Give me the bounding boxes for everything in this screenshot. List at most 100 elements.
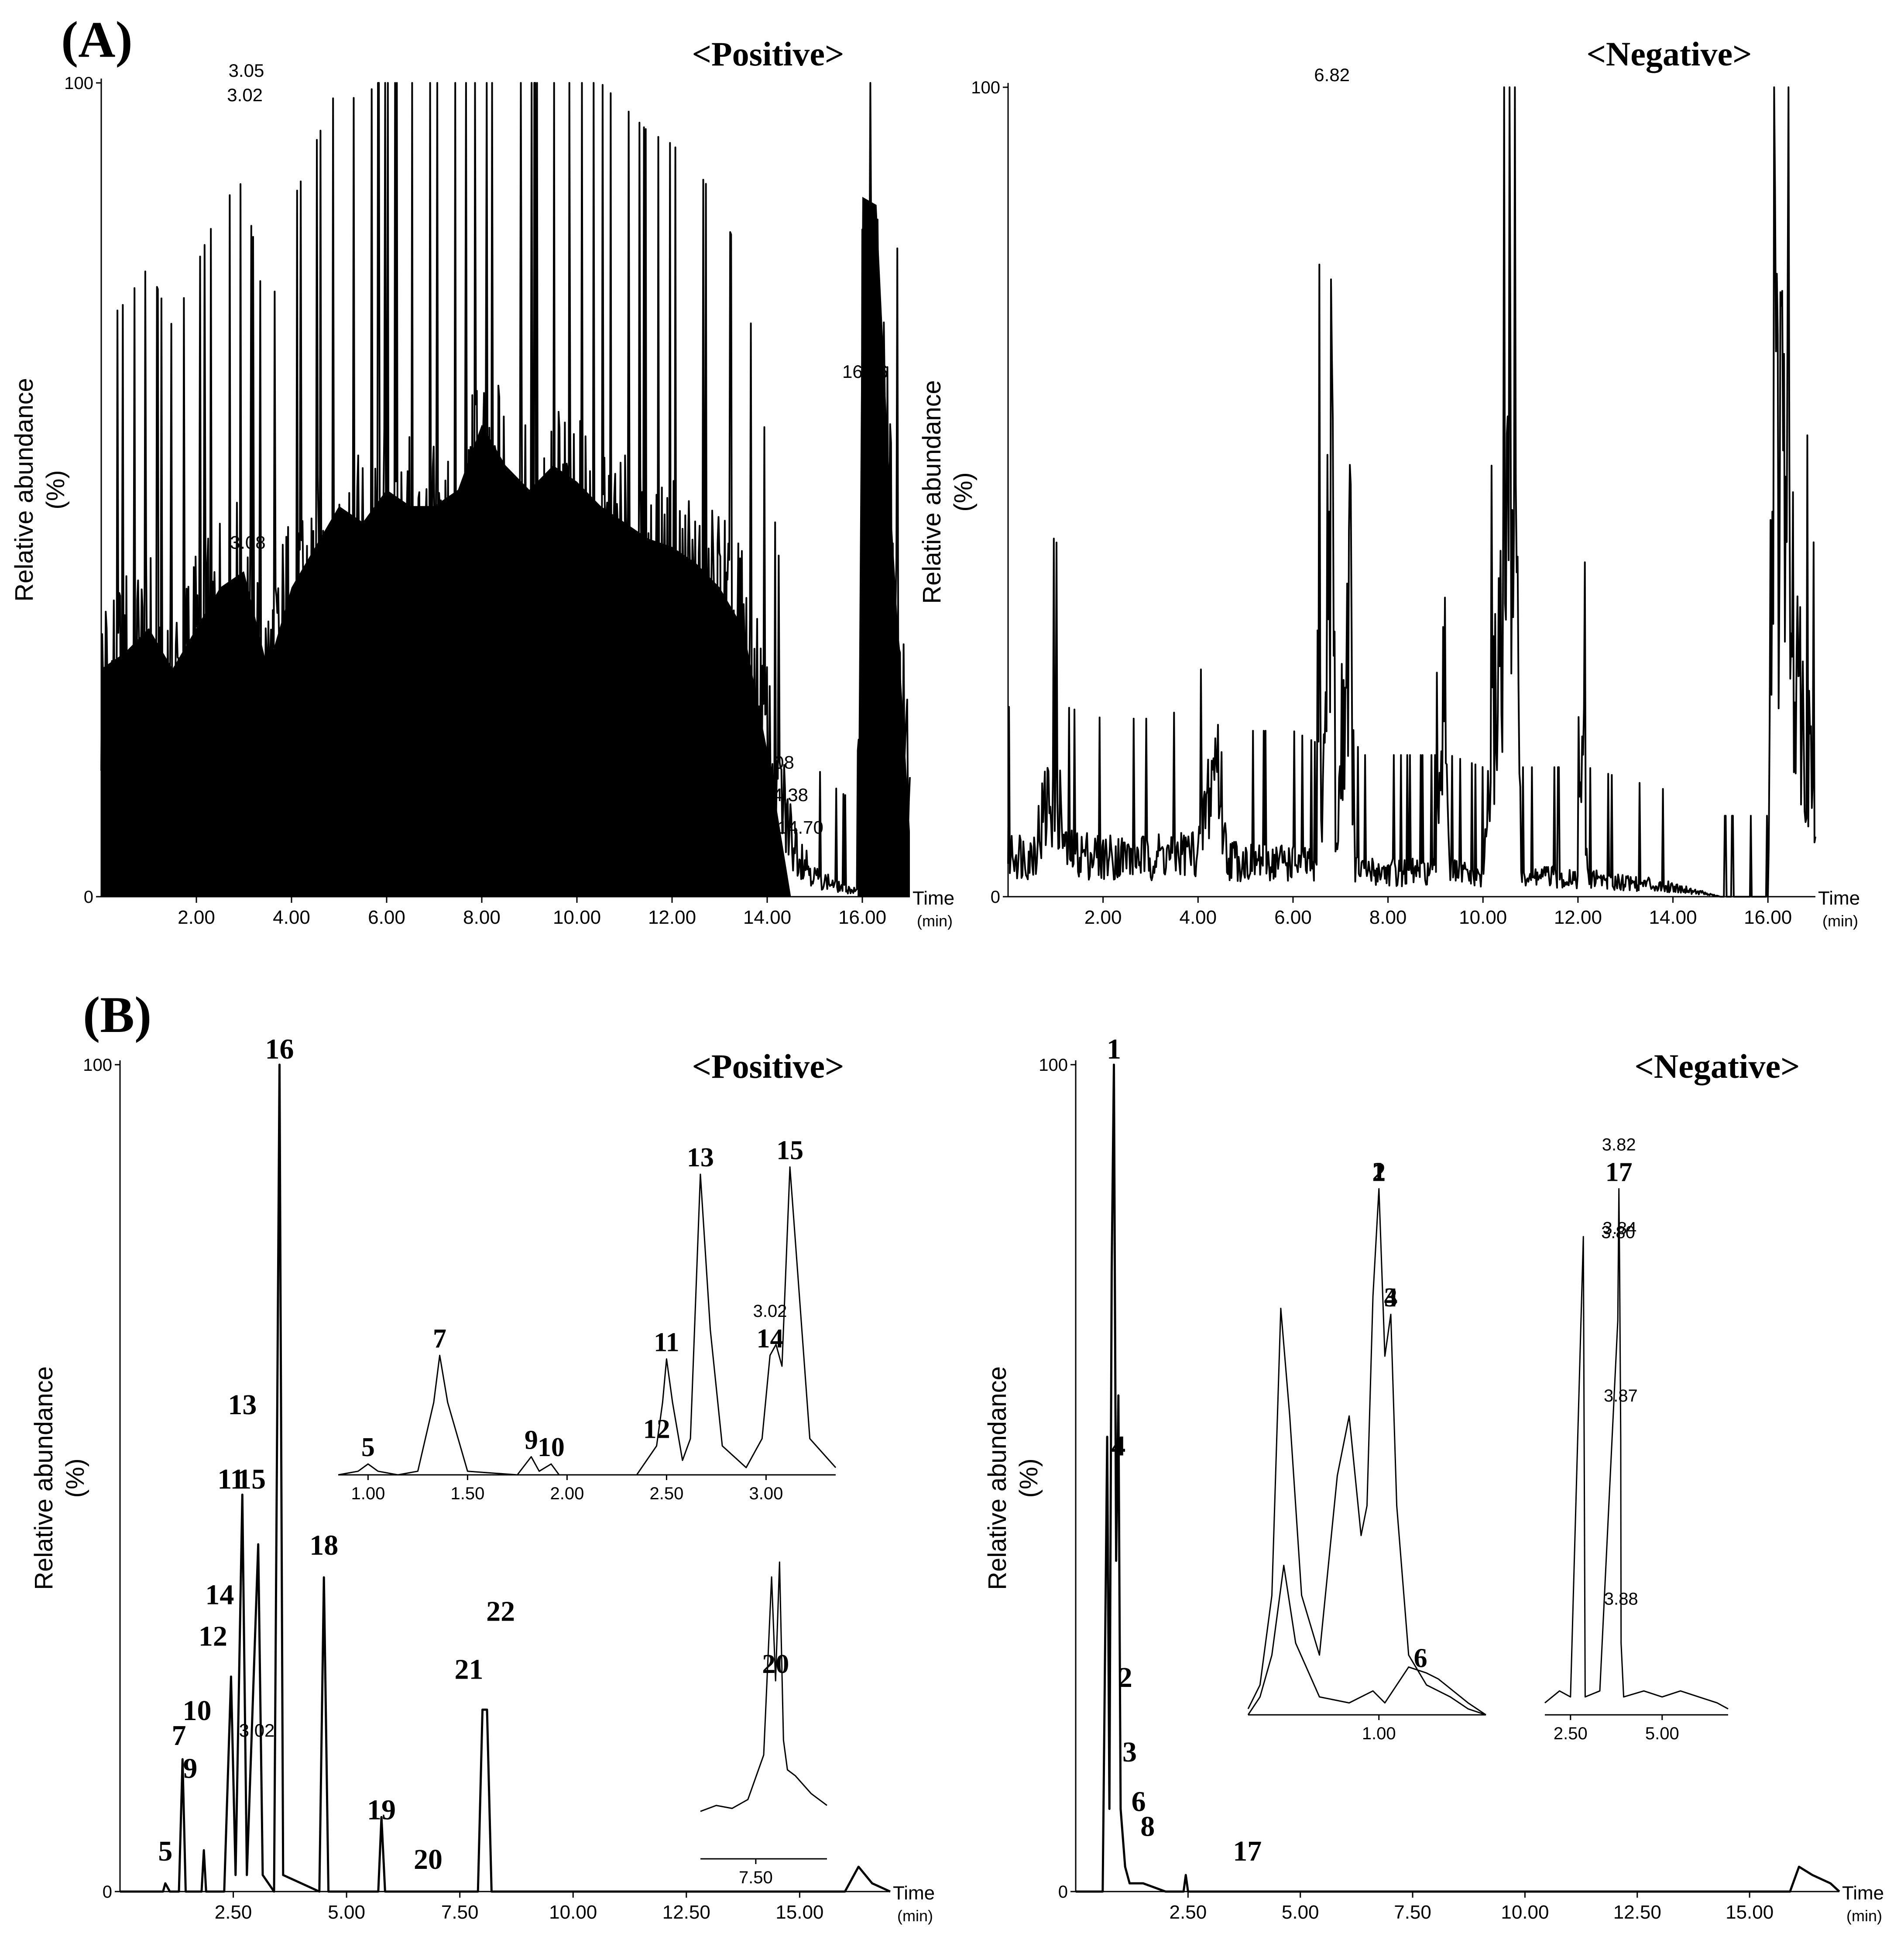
ionization-mode-label: <Positive> — [692, 35, 844, 73]
peak-label: 22 — [486, 1596, 515, 1628]
inset-peak-label: 17 — [1606, 1157, 1633, 1187]
x-tick-label: 10.00 — [553, 907, 601, 928]
inset-peak-label: 2 — [1372, 1157, 1386, 1187]
inset-peak-label: 6 — [1414, 1644, 1427, 1673]
series-line — [1007, 86, 1816, 898]
inset-peak-label: 20 — [762, 1649, 789, 1679]
x-tick-label: 6.00 — [368, 907, 405, 928]
x-tick-label: 2.50 — [1170, 1902, 1207, 1923]
y-tick-label: 0 — [84, 888, 93, 907]
inset-peak-label: 4 — [1384, 1283, 1398, 1313]
x-axis-title: Time — [1818, 888, 1860, 909]
x-tick-label: 8.00 — [463, 907, 501, 928]
x-tick-label: 16.00 — [838, 907, 886, 928]
inset-series-line — [1247, 1188, 1486, 1716]
peak-label: 3.02 — [227, 85, 263, 105]
inset-x-tick-label: 1.00 — [351, 1484, 385, 1503]
peak-label: .08 — [769, 752, 794, 772]
x-tick-label: 14.00 — [743, 907, 791, 928]
x-tick-label: 16.00 — [1744, 907, 1792, 928]
x-axis-unit: (min) — [1846, 1907, 1882, 1925]
peak-label: 21 — [454, 1653, 483, 1685]
inset-series-line — [1247, 1565, 1486, 1716]
x-axis-unit: (min) — [897, 1907, 933, 1925]
panel-a-label: (A) — [61, 11, 133, 68]
ionization-mode-label: <Negative> — [1586, 35, 1752, 73]
x-tick-label: 10.00 — [549, 1902, 597, 1923]
panel-b-label: (B) — [83, 986, 151, 1043]
x-tick-label: 2.00 — [1084, 907, 1122, 928]
x-tick-label: 2.50 — [215, 1902, 252, 1923]
inset-x-tick-label: 3.00 — [749, 1484, 783, 1503]
inset-peak-label: 3.80 — [1601, 1223, 1635, 1242]
x-tick-label: 4.00 — [1179, 907, 1217, 928]
x-tick-label: 5.00 — [328, 1902, 365, 1923]
x-tick-label: 4.00 — [273, 907, 310, 928]
inset-peak-label: 13 — [687, 1143, 714, 1172]
x-tick-label: 15.00 — [1726, 1902, 1774, 1923]
peak-label: 6.82 — [1314, 65, 1350, 85]
inset-series-line — [1544, 1188, 1729, 1710]
inset-peak-label: 5 — [361, 1433, 375, 1462]
y-tick-label: 0 — [991, 888, 1000, 907]
peak-label: 6 — [1132, 1786, 1146, 1817]
x-tick-label: 12.00 — [648, 907, 696, 928]
peak-label: 5 — [158, 1835, 172, 1867]
inset-peak-label: 15 — [776, 1136, 803, 1165]
y-axis-unit: (%) — [949, 472, 978, 511]
inset-x-tick-label: 7.50 — [739, 1868, 773, 1887]
inset-inset1: 1.00 1 4 2 3 6 — [1247, 1157, 1486, 1743]
y-tick-label: 100 — [1039, 1056, 1068, 1075]
x-tick-label: 12.50 — [662, 1902, 710, 1923]
inset-peak-label: 3.02 — [753, 1302, 787, 1321]
x-tick-label: 10.00 — [1459, 907, 1507, 928]
inset-inset1: 1.00 1.50 2.00 2.50 3.00 5 7 9 10 12 11 13 14 3.02 15 — [338, 1136, 837, 1503]
peak-label: 20 — [414, 1844, 443, 1875]
x-tick-label: 10.00 — [1501, 1902, 1549, 1923]
inset-peak-label: 14 — [757, 1324, 784, 1354]
peak-label: 15 — [237, 1463, 266, 1495]
chart-b-positive: 0 100 2.50 5.00 7.50 10.00 12.50 15.00 Time (min)… — [30, 1033, 935, 1925]
inset-x-tick-label: 2.50 — [649, 1484, 683, 1503]
peak-label: 8 — [1140, 1810, 1155, 1842]
inset-series-line — [700, 1561, 827, 1812]
peak-label: 14 — [205, 1579, 234, 1611]
y-axis-title: Relative abundance — [10, 378, 38, 602]
inset-x-tick-label: 5.00 — [1645, 1724, 1679, 1743]
peak-label: 9 — [183, 1753, 197, 1785]
inset-peak-label: 3 — [1384, 1283, 1398, 1313]
y-tick-label: 0 — [103, 1882, 112, 1902]
inset-peak-label: 7 — [433, 1324, 446, 1354]
inset-x-tick-label: 1.50 — [450, 1484, 484, 1503]
peak-label: 14.38 — [762, 785, 808, 805]
chart-a-negative: 0 100 2.00 4.00 6.00 8.00 10.00 12.00 14.00 16.00… — [918, 35, 1860, 930]
y-axis-unit: (%) — [61, 1458, 89, 1498]
x-tick-label: 15.00 — [775, 1902, 823, 1923]
inset-peak-label: 3.88 — [1604, 1590, 1638, 1609]
peak-label: 2 — [1118, 1662, 1132, 1693]
peak-label: 11 — [217, 1463, 244, 1495]
peak-label: 3.05 — [229, 60, 264, 81]
x-axis-title: Time — [913, 888, 954, 909]
x-tick-label: 2.00 — [178, 907, 215, 928]
inset-x-tick-label: 2.50 — [1554, 1724, 1588, 1743]
y-axis-unit: (%) — [1015, 1458, 1043, 1498]
inset-x-tick-label: 1.00 — [1362, 1724, 1396, 1743]
ionization-mode-label: <Positive> — [692, 1047, 844, 1085]
peak-label: 19 — [367, 1794, 396, 1826]
x-tick-label: 14.00 — [1649, 907, 1697, 928]
x-axis-title: Time — [1842, 1882, 1884, 1904]
inset-peak-label: 10 — [538, 1433, 565, 1462]
y-axis-title: Relative abundance — [983, 1366, 1012, 1590]
y-tick-label: 100 — [83, 1056, 112, 1075]
series-fill — [101, 197, 910, 897]
y-axis-unit: (%) — [41, 470, 70, 509]
peak-label: 18 — [309, 1529, 338, 1561]
inset-series-line — [338, 1166, 837, 1476]
series-line — [120, 1063, 891, 1893]
ionization-mode-label: <Negative> — [1634, 1047, 1800, 1085]
series-line — [1076, 1063, 1840, 1893]
peak-label: 12 — [199, 1620, 227, 1652]
